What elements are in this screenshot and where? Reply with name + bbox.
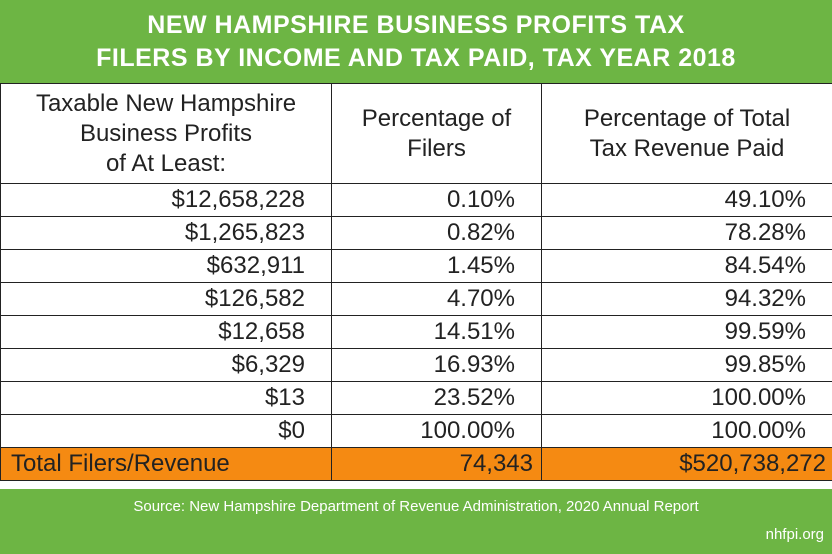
header-revenue-line-1: Percentage of Total xyxy=(583,104,791,132)
data-table: Taxable New Hampshire Business Profits o… xyxy=(0,83,832,481)
revenue-cell: 49.10% xyxy=(541,183,832,217)
threshold-cell: $126,582 xyxy=(0,282,332,316)
table-row: $12,658 14.51% 99.59% xyxy=(0,315,832,349)
header-row: Taxable New Hampshire Business Profits o… xyxy=(0,83,832,184)
threshold-cell: $0 xyxy=(0,414,332,448)
table-row: $632,911 1.45% 84.54% xyxy=(0,249,832,283)
revenue-cell: 100.00% xyxy=(541,414,832,448)
threshold-cell: $632,911 xyxy=(0,249,332,283)
revenue-cell: 99.85% xyxy=(541,348,832,382)
revenue-cell: 99.59% xyxy=(541,315,832,349)
site-credit: nhfpi.org xyxy=(765,526,824,543)
footer: Source: New Hampshire Department of Reve… xyxy=(0,489,832,554)
title-line-2: FILERS BY INCOME AND TAX PAID, TAX YEAR … xyxy=(96,44,736,72)
header-threshold-line-1: Taxable New Hampshire xyxy=(35,89,297,117)
total-revenue: $520,738,272 xyxy=(541,447,832,481)
header-filers-line-2: Filers xyxy=(407,134,466,162)
filers-cell: 16.93% xyxy=(331,348,542,382)
header-revenue-line-2: Tax Revenue Paid xyxy=(589,134,785,162)
filers-cell: 1.45% xyxy=(331,249,542,283)
header-threshold-line-3: of At Least: xyxy=(105,149,227,177)
table-row: $13 23.52% 100.00% xyxy=(0,381,832,415)
header-revenue: Percentage of Total Tax Revenue Paid xyxy=(541,83,832,184)
total-label: Total Filers/Revenue xyxy=(0,447,332,481)
filers-cell: 23.52% xyxy=(331,381,542,415)
table-row: $6,329 16.93% 99.85% xyxy=(0,348,832,382)
chart-title: NEW HAMPSHIRE BUSINESS PROFITS TAX FILER… xyxy=(0,0,832,83)
threshold-cell: $1,265,823 xyxy=(0,216,332,250)
header-filers-line-1: Percentage of xyxy=(361,104,512,132)
table-row: $126,582 4.70% 94.32% xyxy=(0,282,832,316)
filers-cell: 100.00% xyxy=(331,414,542,448)
threshold-cell: $12,658 xyxy=(0,315,332,349)
revenue-cell: 94.32% xyxy=(541,282,832,316)
total-row: Total Filers/Revenue 74,343 $520,738,272 xyxy=(0,447,832,481)
revenue-cell: 100.00% xyxy=(541,381,832,415)
threshold-cell: $12,658,228 xyxy=(0,183,332,217)
revenue-cell: 84.54% xyxy=(541,249,832,283)
threshold-cell: $13 xyxy=(0,381,332,415)
threshold-cell: $6,329 xyxy=(0,348,332,382)
table-row: $0 100.00% 100.00% xyxy=(0,414,832,448)
filers-cell: 0.82% xyxy=(331,216,542,250)
total-filers: 74,343 xyxy=(331,447,542,481)
table-row: $1,265,823 0.82% 78.28% xyxy=(0,216,832,250)
table-row: $12,658,228 0.10% 49.10% xyxy=(0,183,832,217)
filers-cell: 4.70% xyxy=(331,282,542,316)
title-line-1: NEW HAMPSHIRE BUSINESS PROFITS TAX xyxy=(147,11,685,39)
header-threshold: Taxable New Hampshire Business Profits o… xyxy=(0,83,332,184)
filers-cell: 14.51% xyxy=(331,315,542,349)
source-note: Source: New Hampshire Department of Reve… xyxy=(133,498,699,515)
header-threshold-line-2: Business Profits xyxy=(79,119,253,147)
revenue-cell: 78.28% xyxy=(541,216,832,250)
header-filers: Percentage of Filers xyxy=(331,83,542,184)
filers-cell: 0.10% xyxy=(331,183,542,217)
